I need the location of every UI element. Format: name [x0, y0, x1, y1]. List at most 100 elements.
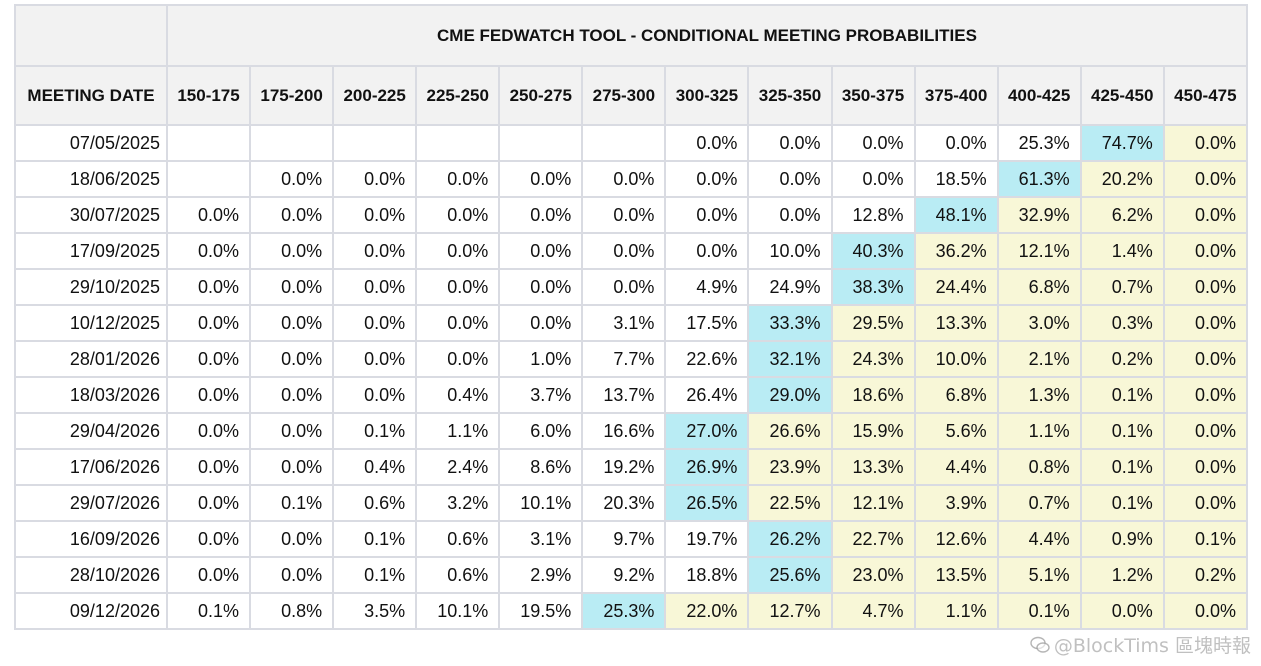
probability-cell: 12.1% — [996, 232, 1082, 270]
probability-cell: 0.0% — [581, 160, 667, 198]
probability-cell: 0.0% — [165, 412, 252, 450]
probability-cell: 0.8% — [996, 448, 1082, 486]
probability-cell: 0.6% — [415, 556, 501, 594]
probability-cell — [581, 124, 667, 162]
probability-cell: 1.0% — [498, 340, 584, 378]
probability-cell: 0.9% — [1079, 520, 1165, 558]
probability-cell: 0.0% — [581, 232, 667, 270]
probability-cell: 13.3% — [830, 448, 916, 486]
probability-cell: 0.0% — [415, 196, 501, 234]
probability-cell: 0.1% — [249, 484, 335, 522]
probability-cell: 6.8% — [996, 268, 1082, 306]
probability-cell: 0.0% — [332, 304, 418, 342]
probability-cell: 1.3% — [996, 376, 1082, 414]
probability-cell — [165, 124, 252, 162]
probability-cell: 4.4% — [913, 448, 999, 486]
probability-cell: 0.0% — [1162, 124, 1249, 162]
probability-cell: 0.0% — [249, 376, 335, 414]
probability-cell: 0.0% — [249, 232, 335, 270]
probability-cell: 3.2% — [415, 484, 501, 522]
probability-cell: 18.6% — [830, 376, 916, 414]
column-header-225-250: 225-250 — [415, 65, 501, 126]
probability-cell: 0.0% — [1162, 448, 1249, 486]
probability-cell: 0.0% — [913, 124, 999, 162]
probability-cell: 0.1% — [1079, 412, 1165, 450]
probability-cell: 0.0% — [249, 304, 335, 342]
probability-cell: 12.1% — [830, 484, 916, 522]
probability-cell: 12.8% — [830, 196, 916, 234]
probability-cell: 16.6% — [581, 412, 667, 450]
probability-cell: 0.0% — [415, 340, 501, 378]
column-header-450-475: 450-475 — [1162, 65, 1249, 126]
probability-cell: 0.0% — [165, 448, 252, 486]
probability-cell: 10.0% — [913, 340, 999, 378]
meeting-date-cell: 29/04/2026 — [14, 412, 168, 450]
table-body: 07/05/2025 0.0% 0.0% 0.0% 0.0% 25.3% 74.7% 0.0%… — [14, 124, 1249, 630]
table-row: 30/07/2025 0.0% 0.0% 0.0% 0.0% 0.0% 0.0% 0.0% 0.… — [14, 196, 1249, 234]
probability-cell: 0.0% — [332, 232, 418, 270]
probability-cell: 48.1% — [913, 196, 999, 234]
probability-cell: 0.0% — [165, 520, 252, 558]
probability-cell: 29.0% — [747, 376, 833, 414]
column-header-400-425: 400-425 — [996, 65, 1082, 126]
probability-cell: 24.3% — [830, 340, 916, 378]
column-header-375-400: 375-400 — [913, 65, 999, 126]
probability-cell: 0.0% — [498, 268, 584, 306]
probability-cell: 0.0% — [1162, 304, 1249, 342]
probability-cell: 2.1% — [996, 340, 1082, 378]
probability-cell: 0.2% — [1079, 340, 1165, 378]
probability-cell: 6.2% — [1079, 196, 1165, 234]
column-header-275-300: 275-300 — [581, 65, 667, 126]
probability-cell: 1.1% — [913, 592, 999, 630]
probability-cell: 20.3% — [581, 484, 667, 522]
column-header-300-325: 300-325 — [664, 65, 750, 126]
probability-cell: 19.5% — [498, 592, 584, 630]
meeting-date-cell: 18/06/2025 — [14, 160, 168, 198]
probability-cell: 0.1% — [332, 556, 418, 594]
probability-cell: 3.1% — [581, 304, 667, 342]
meeting-date-header: MEETING DATE — [14, 65, 168, 126]
probability-cell: 40.3% — [830, 232, 916, 270]
meeting-date-cell: 07/05/2025 — [14, 124, 168, 162]
meeting-date-cell: 18/03/2026 — [14, 376, 168, 414]
column-header-150-175: 150-175 — [165, 65, 252, 126]
probability-cell: 0.1% — [996, 592, 1082, 630]
watermark: @BlockTims 區塊時報 — [1030, 631, 1251, 658]
probability-cell: 22.0% — [664, 592, 750, 630]
probability-cell: 0.0% — [249, 340, 335, 378]
probability-cell: 38.3% — [830, 268, 916, 306]
probability-cell: 10.0% — [747, 232, 833, 270]
probability-cell: 24.4% — [913, 268, 999, 306]
probability-cell: 0.1% — [1079, 448, 1165, 486]
probability-cell: 18.8% — [664, 556, 750, 594]
probability-cell: 0.0% — [332, 340, 418, 378]
probability-cell: 0.0% — [1162, 412, 1249, 450]
column-header-175-200: 175-200 — [249, 65, 335, 126]
probability-cell: 0.0% — [747, 124, 833, 162]
meeting-date-cell: 17/06/2026 — [14, 448, 168, 486]
probability-cell: 20.2% — [1079, 160, 1165, 198]
probability-cell: 0.0% — [415, 268, 501, 306]
probability-cell: 0.0% — [332, 160, 418, 198]
probability-cell: 0.0% — [498, 196, 584, 234]
probability-cell: 4.4% — [996, 520, 1082, 558]
probability-cell: 0.4% — [415, 376, 501, 414]
probability-cell: 0.0% — [165, 340, 252, 378]
column-header-425-450: 425-450 — [1079, 65, 1165, 126]
table-row: 28/10/2026 0.0% 0.0% 0.1% 0.6% 2.9% 9.2% 18.8% 2… — [14, 556, 1249, 594]
probability-cell: 0.0% — [165, 556, 252, 594]
probability-cell: 26.5% — [664, 484, 750, 522]
table-row: 16/09/2026 0.0% 0.0% 0.1% 0.6% 3.1% 9.7% 19.7% 2… — [14, 520, 1249, 558]
probability-cell: 0.0% — [581, 196, 667, 234]
probability-cell: 0.1% — [332, 520, 418, 558]
fedwatch-table-container: CME FEDWATCH TOOL - CONDITIONAL MEETING … — [14, 4, 1249, 630]
probability-cell: 0.0% — [249, 448, 335, 486]
probability-cell: 0.0% — [332, 376, 418, 414]
probability-cell: 2.4% — [415, 448, 501, 486]
table-row: 17/09/2025 0.0% 0.0% 0.0% 0.0% 0.0% 0.0% 0.0% 10… — [14, 232, 1249, 270]
probability-cell: 19.7% — [664, 520, 750, 558]
probability-cell: 0.0% — [415, 304, 501, 342]
probability-cell: 25.6% — [747, 556, 833, 594]
probability-cell: 0.0% — [165, 196, 252, 234]
probability-cell: 0.6% — [332, 484, 418, 522]
